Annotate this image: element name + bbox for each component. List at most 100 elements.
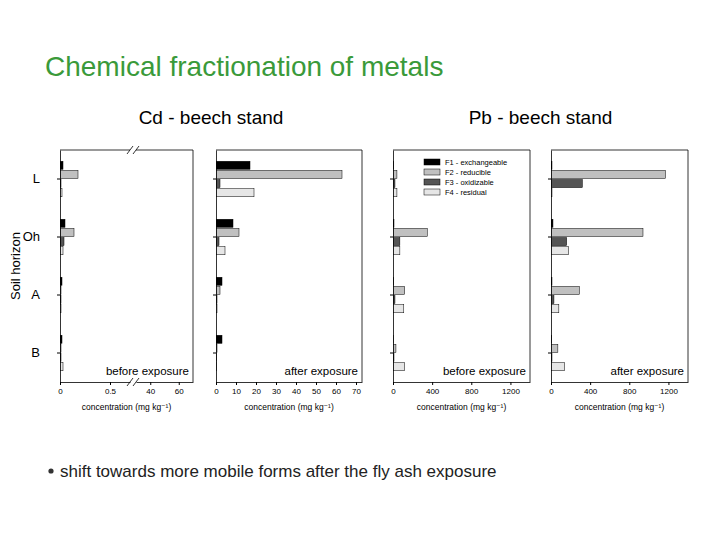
x-tick-label: 10 [232, 387, 241, 396]
x-tick-mark [471, 382, 472, 385]
x-axis-line [217, 382, 363, 383]
x-tick-label: 400 [426, 387, 440, 396]
x-tick-label: 0 [391, 387, 396, 396]
x-tick: 30 [272, 382, 281, 396]
x-tick-label: 1200 [660, 387, 678, 396]
y-tick: Oh [23, 229, 60, 244]
bar [216, 161, 250, 169]
legend-label: F4 - residual [445, 188, 487, 197]
x-tick-mark [356, 382, 357, 385]
x-tick-label: 70 [352, 387, 361, 396]
x-tick-mark [590, 382, 591, 385]
slide: Chemical fractionation of metals shift to… [0, 0, 720, 540]
legend-swatch [424, 159, 440, 165]
y-axis-line [216, 151, 217, 383]
x-tick: 60 [332, 382, 341, 396]
x-axis: 00.5 [58, 382, 130, 396]
axis-break-mark [127, 146, 133, 154]
x-tick-label: 1200 [502, 387, 520, 396]
x-axis: 4060 [137, 382, 194, 396]
x-tick: 400 [426, 382, 440, 396]
bars [60, 161, 78, 371]
frame-line [530, 150, 531, 382]
y-tick-mark [548, 295, 551, 296]
bar [393, 228, 427, 236]
x-axis: 04008001200 [549, 382, 688, 396]
x-tick-label: 60 [332, 387, 341, 396]
bar [216, 247, 225, 255]
y-axis: L Oh A B [23, 151, 61, 383]
bullet-text: shift towards more mobile forms after th… [60, 462, 497, 481]
y-tick-label: L [33, 171, 40, 186]
bar [216, 170, 342, 178]
x-axis-title: concentration (mg kg⁻¹) [82, 402, 172, 412]
y-tick [548, 237, 551, 238]
x-tick: 1200 [502, 382, 520, 396]
y-tick-mark [390, 295, 393, 296]
x-tick: 50 [312, 382, 321, 396]
y-tick-mark [390, 237, 393, 238]
y-tick-mark [213, 353, 216, 354]
panel: 04008001200concentration (mg kg⁻¹)after … [548, 150, 689, 412]
panel: 010203040506070concentration (mg kg⁻¹)af… [213, 150, 363, 412]
bar [216, 228, 239, 236]
y-tick-mark [213, 295, 216, 296]
y-axis [390, 151, 394, 383]
legend: F1 - exchangeableF2 - reducibleF3 - oxid… [424, 158, 507, 197]
y-tick-mark [213, 179, 216, 180]
slide-title: Chemical fractionation of metals [45, 51, 443, 82]
y-tick-mark [213, 237, 216, 238]
x-axis-title: concentration (mg kg⁻¹) [417, 402, 507, 412]
bar [60, 228, 74, 236]
x-tick: 0 [549, 382, 554, 396]
y-tick [390, 295, 393, 296]
bar [551, 180, 582, 188]
y-tick: B [31, 345, 60, 360]
y-tick-label: B [31, 345, 40, 360]
x-tick: 0 [391, 382, 396, 396]
x-tick-mark [150, 382, 151, 385]
y-tick-mark [548, 237, 551, 238]
x-tick-mark [629, 382, 630, 385]
y-tick: L [33, 171, 60, 186]
y-tick [390, 237, 393, 238]
y-tick [390, 179, 393, 180]
x-tick-label: 60 [175, 387, 184, 396]
frame-line [60, 150, 130, 151]
x-tick-mark [236, 382, 237, 385]
x-tick: 40 [292, 382, 301, 396]
x-tick-label: 0 [214, 387, 219, 396]
y-tick [213, 179, 216, 180]
legend-swatch [424, 179, 440, 185]
x-axis-line [552, 382, 689, 383]
x-tick-mark [110, 382, 111, 385]
bar [551, 305, 559, 313]
x-tick-mark [296, 382, 297, 385]
bar [393, 305, 404, 313]
y-tick-mark [548, 353, 551, 354]
x-tick-label: 0 [549, 387, 554, 396]
bars [216, 161, 342, 371]
y-tick [548, 353, 551, 354]
x-axis-line [61, 382, 131, 383]
y-tick [213, 295, 216, 296]
y-tick-label: A [31, 287, 40, 302]
panel: 00.54060LOhABconcentration (mg kg⁻¹)befo… [23, 146, 194, 412]
x-tick-mark [276, 382, 277, 385]
x-tick-mark [432, 382, 433, 385]
bar [551, 363, 565, 371]
y-tick: A [31, 287, 60, 302]
bar [551, 238, 567, 246]
y-axis-line [393, 151, 394, 383]
x-tick: 0.5 [105, 382, 117, 396]
y-tick [213, 237, 216, 238]
frame-line [136, 150, 193, 151]
y-tick-mark [57, 237, 60, 238]
x-tick: 800 [623, 382, 637, 396]
x-tick: 800 [465, 382, 479, 396]
x-tick-label: 0.5 [105, 387, 117, 396]
frame-line [193, 150, 194, 382]
axis-break-mark [133, 378, 139, 386]
legend-label: F3 - oxidizable [445, 178, 494, 187]
frame-line [216, 150, 362, 151]
